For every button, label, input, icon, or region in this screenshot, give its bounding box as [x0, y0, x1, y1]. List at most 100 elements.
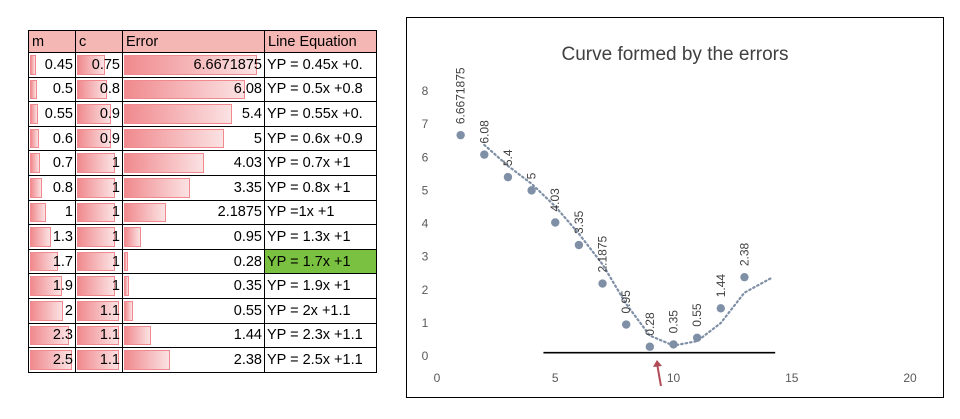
- error-cell-value: 2.38: [233, 351, 262, 368]
- data-bar: [124, 227, 142, 247]
- error-cell: 6.6671875: [122, 52, 265, 78]
- line-equation-cell: YP = 0.55x +0.: [264, 101, 377, 127]
- m-cell: 1: [28, 199, 76, 226]
- error-cell-value: 1.44: [233, 327, 262, 344]
- data-label: 0.35: [667, 310, 681, 334]
- error-cell: 2.38: [122, 347, 265, 373]
- data-bar: [30, 202, 46, 223]
- data-bar: [124, 153, 204, 173]
- y-tick-label: 5: [422, 183, 429, 197]
- error-cell: 0.35: [122, 273, 265, 299]
- data-label: 0.28: [643, 312, 657, 336]
- m-cell-value: 2.3: [52, 327, 73, 344]
- c-cell-value: 1.1: [99, 302, 120, 319]
- error-cell-value: 0.55: [233, 302, 262, 319]
- table-row: 0.5 0.8 6.08 YP = 0.5x +0.8: [28, 76, 377, 103]
- error-curve-chart: Curve formed by the errors 0 5 10 15 20 0 1 2 3 4 5…: [406, 17, 944, 398]
- data-bar: [30, 104, 38, 124]
- x-tick-label: 15: [785, 371, 799, 385]
- data-label: 6.6671875: [454, 67, 468, 124]
- data-bar: [30, 227, 51, 247]
- data-bar: [30, 79, 37, 100]
- data-bar: [30, 177, 43, 198]
- m-cell-value: 2.5: [52, 351, 73, 368]
- error-cell: 3.35: [122, 174, 265, 201]
- data-bar: [77, 325, 120, 346]
- data-point: [503, 172, 513, 182]
- chart-title: Curve formed by the errors: [561, 44, 788, 65]
- data-bar: [124, 251, 128, 272]
- line-equation-cell: YP = 1.7x +1: [264, 248, 377, 275]
- line-equation-cell: YP = 2x +1.1: [264, 297, 377, 324]
- table-row: 0.7 1 4.03 YP = 0.7x +1: [28, 150, 377, 176]
- table-row: 1 1 2.1875 YP =1x +1: [28, 199, 377, 226]
- error-cell: 6.08: [122, 76, 265, 103]
- data-bar: [30, 300, 64, 321]
- y-tick-label: 0: [422, 349, 429, 363]
- c-cell: 1: [75, 174, 123, 201]
- data-bar: [77, 227, 116, 247]
- c-cell-value: 1: [111, 253, 120, 270]
- c-cell-value: 1.1: [99, 327, 120, 344]
- error-cell-value: 0.95: [233, 228, 262, 245]
- header-c: c: [75, 30, 123, 53]
- data-bar: [124, 325, 152, 346]
- c-cell-value: 0.9: [99, 105, 120, 122]
- c-cell-value: 0.75: [91, 56, 120, 73]
- error-cell-value: 0.28: [233, 253, 262, 270]
- trendline: [483, 143, 774, 347]
- error-cell-value: 6.6671875: [193, 56, 262, 73]
- line-equation-cell: YP = 0.45x +0.: [264, 52, 377, 78]
- line-equation-cell: YP = 1.3x +1: [264, 224, 377, 250]
- line-equation-cell: YP =1x +1: [264, 199, 377, 226]
- data-label: 0.55: [690, 303, 704, 327]
- error-cell: 5: [122, 125, 265, 152]
- table-row: 0.45 0.75 6.6671875 YP = 0.45x +0.: [28, 52, 377, 78]
- y-tick-label: 7: [422, 117, 429, 131]
- data-point: [527, 186, 536, 195]
- annotation-arrowhead: [652, 360, 662, 367]
- line-equation-cell: YP = 2.5x +1.1: [264, 347, 377, 373]
- line-equation-cell: YP = 1.9x +1: [264, 273, 377, 299]
- data-bar: [124, 79, 246, 100]
- error-cell-value: 4.03: [233, 155, 262, 172]
- c-cell: 1.1: [75, 322, 123, 349]
- m-cell-value: 0.7: [52, 155, 73, 172]
- data-bar: [124, 202, 167, 223]
- data-bar: [77, 300, 120, 321]
- m-cell-value: 1.3: [52, 228, 73, 245]
- m-cell-value: 1.7: [52, 253, 73, 270]
- data-label: 5: [525, 172, 539, 179]
- y-tick-label: 4: [422, 217, 429, 231]
- error-cell-value: 5.4: [241, 105, 262, 122]
- data-point: [692, 333, 702, 342]
- x-tick-label: 10: [667, 371, 681, 385]
- c-cell: 0.9: [75, 125, 123, 152]
- c-cell: 0.8: [75, 76, 123, 103]
- table-row: 2 1.1 0.55 YP = 2x +1.1: [28, 297, 377, 324]
- m-cell-value: 1: [64, 204, 73, 221]
- m-cell-value: 0.8: [52, 179, 73, 196]
- m-cell: 0.5: [28, 76, 76, 103]
- data-bar: [30, 350, 73, 370]
- data-bar: [30, 55, 36, 75]
- error-cell-value: 6.08: [233, 81, 262, 98]
- data-point: [645, 342, 655, 351]
- data-bar: [77, 55, 106, 75]
- c-cell: 1.1: [75, 347, 123, 373]
- data-bar: [30, 325, 69, 346]
- data-label: 4.03: [548, 188, 562, 212]
- m-cell-value: 1.9: [52, 278, 73, 295]
- data-point: [716, 304, 725, 313]
- c-cell-value: 1: [111, 155, 120, 172]
- table-row: 1.9 1 0.35 YP = 1.9x +1: [28, 273, 377, 299]
- error-cell-value: 3.35: [233, 179, 262, 196]
- data-bar: [30, 251, 59, 272]
- line-equation-cell: YP = 2.3x +1.1: [264, 322, 377, 349]
- data-label: 5.4: [501, 149, 515, 166]
- m-cell: 0.55: [28, 101, 76, 127]
- m-cell: 1.9: [28, 273, 76, 299]
- data-bar: [124, 177, 190, 198]
- c-cell: 1.1: [75, 297, 123, 324]
- c-cell-value: 1: [111, 179, 120, 196]
